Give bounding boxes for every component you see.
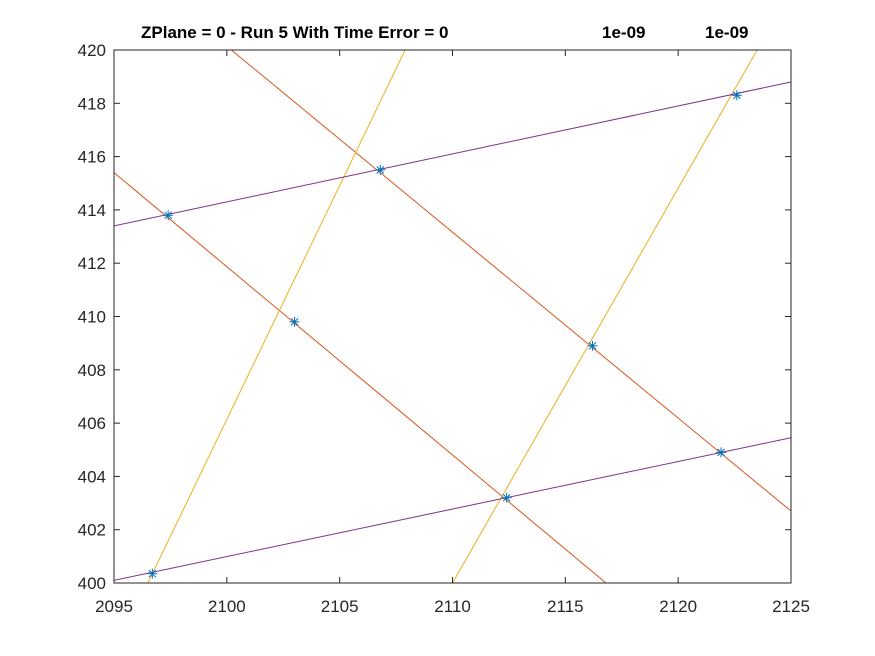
intersection-marker-2 [163, 210, 174, 221]
marker-group [147, 90, 742, 579]
chart-title-value-2: 1e-09 [705, 23, 748, 42]
intersection-marker-1 [147, 568, 158, 579]
y-tick-label: 410 [78, 308, 106, 327]
intersection-marker-4 [375, 164, 386, 175]
series-line-3 [147, 50, 406, 583]
x-tick-label: 2105 [321, 597, 359, 616]
plot-area: 2095 2100 2105 2110 2115 2120 2125 400 402 404 406… [78, 41, 810, 616]
intersection-marker-5 [501, 492, 512, 503]
y-tick-label: 402 [78, 521, 106, 540]
x-tick-label: 2110 [434, 597, 471, 616]
y-tick-label: 420 [78, 41, 106, 60]
intersection-marker-7 [716, 447, 727, 458]
intersection-marker-8 [731, 90, 742, 101]
marker-stroke [148, 569, 157, 578]
series-line-5 [114, 81, 791, 227]
marker-stroke [290, 317, 299, 326]
y-tick-label: 400 [78, 574, 106, 593]
chart-title: ZPlane = 0 - Run 5 With Time Error = 0 1… [141, 23, 748, 42]
y-tick-label: 404 [78, 467, 106, 486]
marker-stroke [732, 91, 741, 100]
marker-stroke [588, 341, 597, 350]
x-tick-label: 2125 [772, 597, 810, 616]
y-tick-label: 418 [78, 94, 106, 113]
y-tick-label: 408 [78, 361, 106, 380]
y-tick-label: 414 [78, 201, 106, 220]
series-line-6 [114, 437, 791, 581]
y-tick-label: 406 [78, 414, 106, 433]
x-tick-label: 2120 [659, 597, 697, 616]
x-tick-label: 2115 [547, 597, 584, 616]
series-line-1 [114, 172, 607, 583]
axes-background [114, 50, 791, 583]
marker-stroke [502, 493, 511, 502]
chart-title-value-1: 1e-09 [602, 23, 645, 42]
intersection-marker-6 [587, 340, 598, 351]
series-line-2 [231, 50, 791, 512]
x-tick-label: 2100 [208, 597, 246, 616]
intersection-marker-3 [289, 316, 300, 327]
x-tick-label: 2095 [95, 597, 133, 616]
marker-stroke [164, 211, 173, 220]
marker-stroke [717, 448, 725, 457]
chart-title-main: ZPlane = 0 - Run 5 With Time Error = 0 [141, 23, 449, 42]
y-tick-label: 416 [78, 148, 106, 167]
y-tick-label: 412 [78, 254, 106, 273]
marker-stroke [376, 166, 385, 174]
